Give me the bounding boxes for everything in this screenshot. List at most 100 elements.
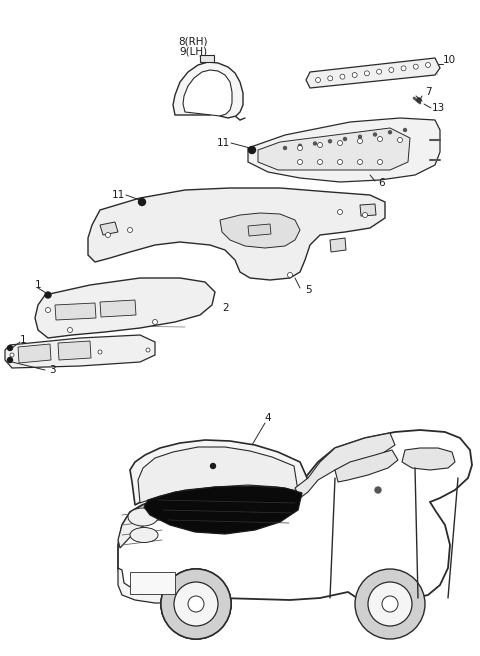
Circle shape [359,135,361,138]
Circle shape [344,138,347,140]
Bar [130,572,175,594]
Circle shape [425,62,431,68]
Circle shape [298,159,302,165]
Circle shape [389,68,394,73]
Polygon shape [118,430,472,604]
Circle shape [337,159,343,165]
Circle shape [139,199,145,205]
Polygon shape [295,433,395,498]
Polygon shape [360,204,376,216]
Polygon shape [248,224,271,236]
Text: 7: 7 [425,87,432,97]
Text: 8(RH): 8(RH) [178,37,208,47]
Polygon shape [130,440,308,505]
Polygon shape [58,341,91,360]
Circle shape [401,66,406,71]
Text: 1: 1 [35,280,41,290]
Circle shape [352,73,357,77]
Polygon shape [183,70,232,116]
Text: 1: 1 [20,335,26,345]
Circle shape [364,71,370,76]
Circle shape [375,487,381,493]
Circle shape [413,64,418,69]
Circle shape [328,76,333,81]
Text: 11: 11 [112,190,125,200]
Text: 13: 13 [432,103,445,113]
Circle shape [249,146,255,154]
Circle shape [337,209,343,215]
Circle shape [340,74,345,79]
Circle shape [161,569,231,639]
Text: 6: 6 [378,178,384,188]
Polygon shape [306,58,440,88]
Polygon shape [200,55,214,62]
Circle shape [174,582,218,626]
Polygon shape [118,568,190,603]
Polygon shape [402,448,455,470]
Circle shape [364,71,370,76]
Circle shape [404,129,407,131]
Circle shape [10,353,14,357]
Circle shape [362,213,368,218]
Polygon shape [18,344,51,363]
Text: 5: 5 [305,285,312,295]
Circle shape [68,327,72,333]
Circle shape [298,146,302,150]
Polygon shape [220,213,300,248]
Circle shape [368,582,412,626]
Circle shape [106,232,110,237]
Circle shape [153,319,157,325]
Circle shape [317,142,323,148]
Polygon shape [118,498,172,548]
Circle shape [382,596,398,612]
Text: 9(LH): 9(LH) [179,47,207,57]
Circle shape [146,348,150,352]
Circle shape [340,74,345,79]
Circle shape [98,350,102,354]
Polygon shape [248,118,440,182]
Text: 12: 12 [175,457,188,467]
Text: 2: 2 [222,303,228,313]
Circle shape [337,140,343,146]
Polygon shape [100,222,118,235]
Polygon shape [55,303,96,320]
Circle shape [284,146,287,150]
Polygon shape [144,486,302,534]
Ellipse shape [130,527,158,543]
Polygon shape [258,128,410,170]
Circle shape [317,159,323,165]
Circle shape [389,68,394,73]
Circle shape [313,142,316,145]
Ellipse shape [128,508,158,526]
Text: 10: 10 [443,55,456,65]
Circle shape [373,133,376,136]
Circle shape [401,66,406,71]
Circle shape [299,144,301,147]
Circle shape [288,272,292,277]
Circle shape [377,159,383,165]
Circle shape [355,569,425,639]
Circle shape [358,138,362,144]
Circle shape [328,140,332,143]
Circle shape [161,569,231,639]
Polygon shape [138,447,298,503]
Polygon shape [330,238,346,252]
Circle shape [315,77,321,83]
Circle shape [45,292,51,298]
Circle shape [358,159,362,165]
Text: 3: 3 [48,365,55,375]
Circle shape [397,138,403,142]
Circle shape [315,77,321,83]
Circle shape [352,73,357,77]
Polygon shape [100,300,136,317]
Polygon shape [35,278,215,338]
Circle shape [377,69,382,74]
Circle shape [388,131,392,134]
Circle shape [377,69,382,74]
Circle shape [8,358,12,363]
Polygon shape [335,450,398,482]
Circle shape [425,62,431,68]
Circle shape [417,98,421,102]
Circle shape [46,308,50,312]
Circle shape [128,228,132,232]
